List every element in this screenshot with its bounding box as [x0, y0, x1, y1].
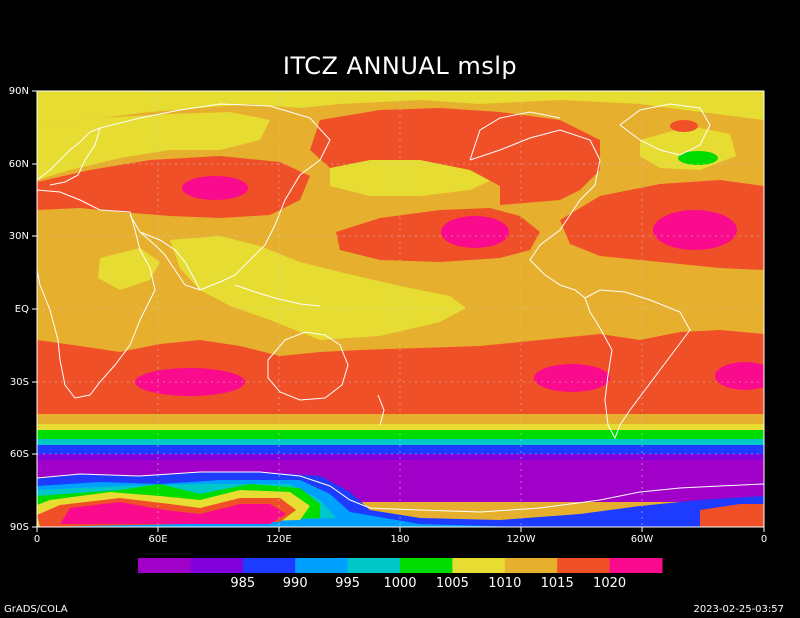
- core-pacific-1020: [441, 216, 509, 248]
- band-so-1000: [37, 430, 764, 439]
- core-indian-1020: [135, 368, 245, 396]
- coast-newzealand: [377, 394, 385, 426]
- band-antarctic-1020: [60, 502, 286, 524]
- band-north-1005-west: [37, 112, 270, 180]
- x-tick-label: 180: [390, 534, 409, 545]
- colorbar-label: 990: [283, 576, 308, 591]
- x-tick-label: 120W: [507, 534, 536, 545]
- core-greenland-1000: [678, 151, 718, 165]
- x-tick-labels: 0 60E 120E 180 120W 60W 0: [34, 534, 767, 545]
- colorbar-swatch: [504, 558, 558, 573]
- colorbar-swatch: [242, 558, 296, 573]
- band-arctic-1005: [37, 91, 764, 124]
- colorbar-swatch: [138, 558, 191, 573]
- colorbar-swatch: [347, 558, 401, 573]
- contour-field: [37, 91, 764, 527]
- coast-australia: [267, 331, 349, 401]
- gridlines: [37, 91, 764, 527]
- colorbar-swatch: [452, 558, 506, 573]
- x-tick-label: 120E: [266, 534, 291, 545]
- band-so-995: [37, 439, 764, 445]
- tick-marks: [32, 90, 765, 532]
- band-so-1005: [37, 424, 764, 430]
- x-tick-label: 0: [34, 534, 40, 545]
- colorbar-swatch: [400, 558, 453, 573]
- band-tropics-1005: [170, 236, 466, 340]
- coast-indonesia: [234, 284, 321, 307]
- coast-asia: [99, 103, 331, 291]
- coast-india: [139, 231, 201, 291]
- colorbar-label: 995: [335, 576, 360, 591]
- core-siberian-1020: [182, 176, 248, 200]
- colorbar-label: 1000: [383, 576, 416, 591]
- colorbar-label: 1010: [488, 576, 521, 591]
- x-tick-label: 0: [761, 534, 767, 545]
- core-south-atlantic-1020: [715, 362, 764, 390]
- footer-timestamp: 2023-02-25-03:57: [693, 604, 784, 615]
- colorbar-label: 1015: [541, 576, 574, 591]
- y-tick-label: 30S: [10, 377, 29, 388]
- core-azores-1020: [653, 210, 737, 250]
- band-so-990: [37, 445, 764, 454]
- x-tick-label: 60E: [148, 534, 167, 545]
- coastlines: [37, 103, 764, 513]
- colorbar-swatch: [557, 558, 611, 573]
- coast-north-america: [469, 129, 601, 299]
- colorbar-label: 1020: [593, 576, 626, 591]
- y-tick-labels: 90N 60N 30N EQ 30S 60S 90S: [9, 86, 29, 533]
- y-tick-label: 60S: [10, 449, 29, 460]
- y-tick-label: 60N: [9, 159, 29, 170]
- coast-europe: [37, 127, 101, 186]
- coast-africa: [37, 189, 156, 399]
- coast-south-america: [584, 289, 691, 440]
- colorbar-label: 1005: [436, 576, 469, 591]
- colorbar: 985 990 995 1000 1005 1010 1015 1020: [138, 558, 663, 591]
- colorbar-swatch: [190, 558, 244, 573]
- footer-credit: GrADS/COLA: [4, 604, 68, 615]
- band-antarctic-east-1015: [700, 504, 764, 527]
- y-tick-label: 90S: [10, 522, 29, 533]
- band-siberian-1015: [37, 156, 310, 218]
- colorbar-swatch: [295, 558, 349, 573]
- y-tick-label: 90N: [9, 86, 29, 97]
- x-tick-label: 60W: [631, 534, 654, 545]
- colorbar-swatch: [609, 558, 663, 573]
- core-south-pacific-1020: [534, 364, 610, 392]
- coast-alaska: [469, 111, 561, 161]
- band-so-1010: [37, 414, 764, 424]
- y-tick-label: EQ: [15, 304, 29, 315]
- band-north-pacific-1015: [310, 108, 600, 205]
- coast-antarctica: [37, 471, 764, 513]
- coast-greenland: [619, 103, 711, 156]
- map-title: ITCZ ANNUAL mslp: [282, 52, 518, 80]
- core-arctic-1020: [670, 120, 698, 132]
- y-tick-label: 30N: [9, 231, 29, 242]
- colorbar-label: 985: [230, 576, 255, 591]
